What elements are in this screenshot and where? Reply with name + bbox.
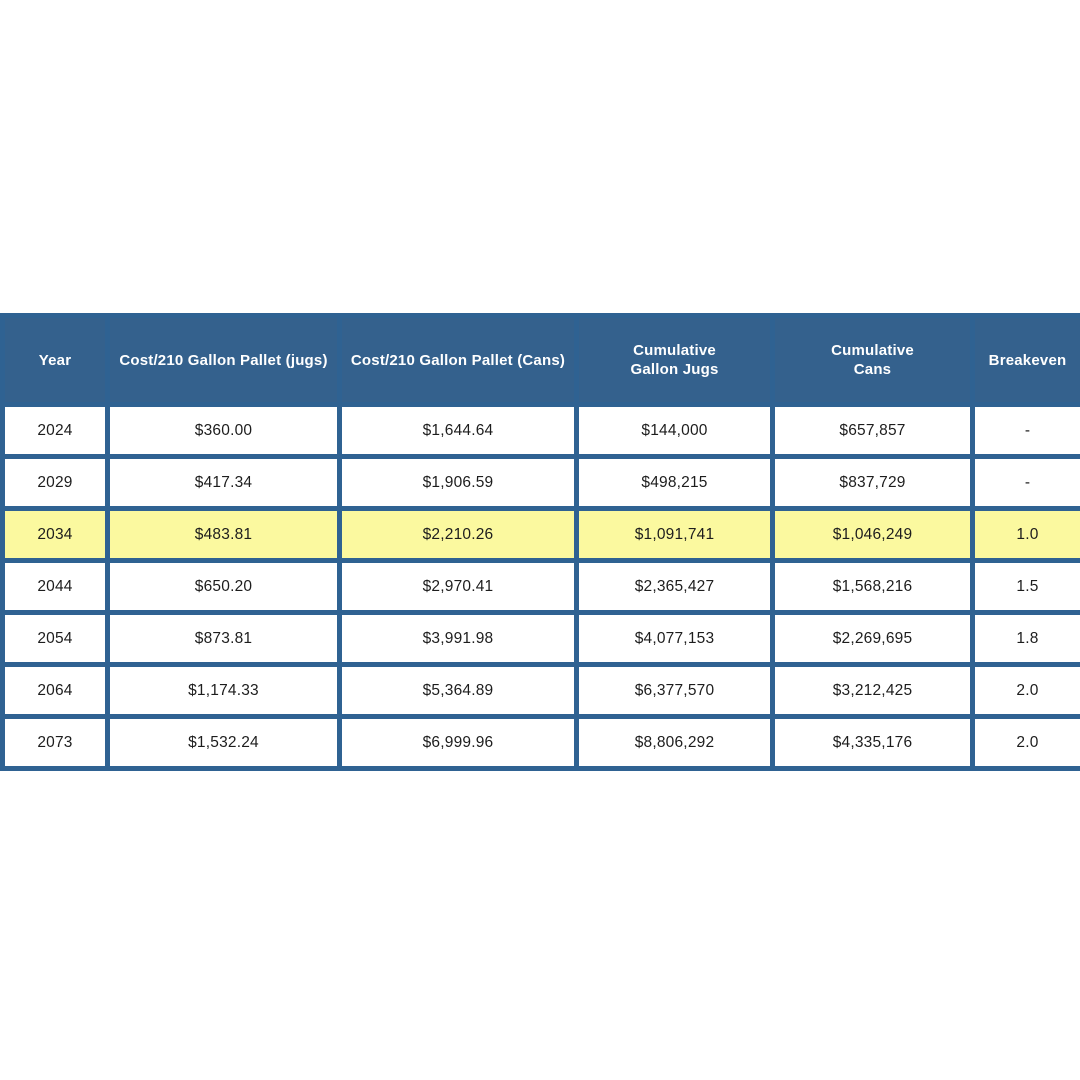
cell-cost-pallet-cans: $3,991.98 — [337, 610, 579, 667]
cell-cumulative-cans: $1,568,216 — [770, 558, 975, 615]
cell-cost-pallet-jugs: $873.81 — [105, 610, 342, 667]
table-row-highlighted: 2034 $483.81 $2,210.26 $1,091,741 $1,046… — [0, 506, 1080, 563]
header-cell-breakeven: Breakeven — [970, 313, 1080, 407]
table-row: 2064 $1,174.33 $5,364.89 $6,377,570 $3,2… — [0, 662, 1080, 719]
cell-cumulative-gallon-jugs: $1,091,741 — [574, 506, 775, 563]
header-cell-cumulative-cans: Cumulative Cans — [770, 313, 975, 407]
cell-cumulative-cans: $1,046,249 — [770, 506, 975, 563]
cell-cost-pallet-jugs: $360.00 — [105, 402, 342, 459]
cell-breakeven: 1.8 — [970, 610, 1080, 667]
header-cell-cost-pallet-cans: Cost/210 Gallon Pallet (Cans) — [337, 313, 579, 407]
cell-year: 2034 — [0, 506, 110, 563]
cell-year: 2024 — [0, 402, 110, 459]
header-row: Year Cost/210 Gallon Pallet (jugs) Cost/… — [0, 313, 1080, 407]
cell-cost-pallet-cans: $2,210.26 — [337, 506, 579, 563]
cell-cumulative-cans: $837,729 — [770, 454, 975, 511]
cost-comparison-table: Year Cost/210 Gallon Pallet (jugs) Cost/… — [0, 313, 1080, 771]
cell-cumulative-cans: $4,335,176 — [770, 714, 975, 771]
cell-cost-pallet-cans: $1,644.64 — [337, 402, 579, 459]
cell-cumulative-cans: $2,269,695 — [770, 610, 975, 667]
table-row: 2044 $650.20 $2,970.41 $2,365,427 $1,568… — [0, 558, 1080, 615]
header-cell-cost-pallet-jugs: Cost/210 Gallon Pallet (jugs) — [105, 313, 342, 407]
cell-cumulative-gallon-jugs: $8,806,292 — [574, 714, 775, 771]
table-row: 2029 $417.34 $1,906.59 $498,215 $837,729… — [0, 454, 1080, 511]
cell-cumulative-gallon-jugs: $4,077,153 — [574, 610, 775, 667]
cell-breakeven: 2.0 — [970, 714, 1080, 771]
table-header: Year Cost/210 Gallon Pallet (jugs) Cost/… — [0, 313, 1080, 407]
cell-cumulative-cans: $3,212,425 — [770, 662, 975, 719]
cell-breakeven: 1.0 — [970, 506, 1080, 563]
table-row: 2024 $360.00 $1,644.64 $144,000 $657,857… — [0, 402, 1080, 459]
cell-breakeven: - — [970, 402, 1080, 459]
cell-cost-pallet-jugs: $650.20 — [105, 558, 342, 615]
header-cell-year: Year — [0, 313, 110, 407]
cell-cost-pallet-cans: $6,999.96 — [337, 714, 579, 771]
cell-cost-pallet-jugs: $483.81 — [105, 506, 342, 563]
cell-year: 2064 — [0, 662, 110, 719]
cell-year: 2029 — [0, 454, 110, 511]
table-row: 2054 $873.81 $3,991.98 $4,077,153 $2,269… — [0, 610, 1080, 667]
cell-cost-pallet-cans: $5,364.89 — [337, 662, 579, 719]
cell-cumulative-gallon-jugs: $498,215 — [574, 454, 775, 511]
cell-cost-pallet-jugs: $1,532.24 — [105, 714, 342, 771]
cell-year: 2044 — [0, 558, 110, 615]
cell-cumulative-gallon-jugs: $144,000 — [574, 402, 775, 459]
cell-cost-pallet-jugs: $1,174.33 — [105, 662, 342, 719]
cell-cost-pallet-jugs: $417.34 — [105, 454, 342, 511]
cell-cost-pallet-cans: $1,906.59 — [337, 454, 579, 511]
cell-year: 2073 — [0, 714, 110, 771]
cell-breakeven: 2.0 — [970, 662, 1080, 719]
cell-cumulative-gallon-jugs: $2,365,427 — [574, 558, 775, 615]
table-body: 2024 $360.00 $1,644.64 $144,000 $657,857… — [0, 402, 1080, 771]
cell-cumulative-gallon-jugs: $6,377,570 — [574, 662, 775, 719]
cell-cumulative-cans: $657,857 — [770, 402, 975, 459]
cell-breakeven: - — [970, 454, 1080, 511]
header-cell-cumulative-gallon-jugs: Cumulative Gallon Jugs — [574, 313, 775, 407]
cell-cost-pallet-cans: $2,970.41 — [337, 558, 579, 615]
table-row: 2073 $1,532.24 $6,999.96 $8,806,292 $4,3… — [0, 714, 1080, 771]
cell-breakeven: 1.5 — [970, 558, 1080, 615]
cell-year: 2054 — [0, 610, 110, 667]
